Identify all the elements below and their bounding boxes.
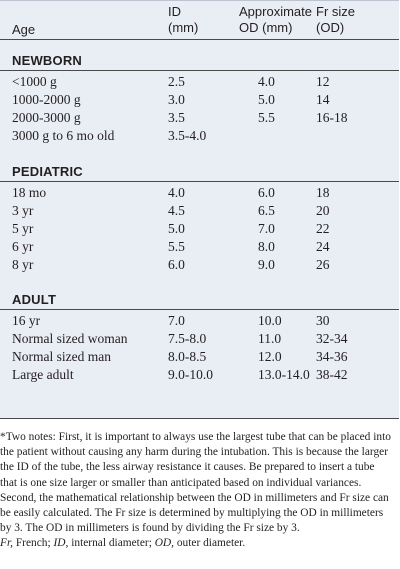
table-row: 16 yr 7.0 10.0 30 (0, 312, 399, 330)
cell-id: 3.5-4.0 (168, 128, 207, 143)
section-rule (0, 181, 399, 182)
cell-id: 3.0 (168, 92, 185, 107)
cell-id: 7.0 (168, 313, 185, 328)
cell-fr: 24 (316, 239, 330, 254)
abbr-fr: Fr, (0, 537, 13, 550)
cell-od: 12.0 (258, 349, 282, 364)
cell-fr: 12 (316, 74, 330, 89)
table-row: 8 yr 6.0 9.0 26 (0, 256, 399, 274)
table-row: 1000-2000 g 3.0 5.0 14 (0, 91, 399, 109)
table-row: 18 mo 4.0 6.0 18 (0, 184, 399, 202)
cell-od: 11.0 (258, 331, 282, 346)
cell-age: 16 yr (12, 313, 41, 328)
cell-od: 9.0 (258, 257, 275, 272)
table-row: 2000-3000 g 3.5 5.5 16-18 (0, 109, 399, 127)
cell-age: 3000 g to 6 mo old (12, 128, 115, 143)
header-age: Age (12, 22, 36, 37)
cell-fr: 14 (316, 92, 330, 107)
cell-id: 2.5 (168, 74, 185, 89)
header-od: Approximate OD (mm) (239, 4, 312, 35)
cell-id: 7.5-8.0 (168, 331, 207, 346)
cell-fr: 20 (316, 203, 330, 218)
table-row: Large adult 9.0-10.0 13.0-14.0 38-42 (0, 366, 399, 384)
cell-age: 2000-3000 g (12, 110, 81, 125)
table-row: Normal sized woman 7.5-8.0 11.0 32-34 (0, 330, 399, 348)
footnote-text: *Two notes: First, it is important to al… (0, 431, 391, 535)
cell-age: 1000-2000 g (12, 92, 81, 107)
cell-fr: 26 (316, 257, 330, 272)
table-row: 5 yr 5.0 7.0 22 (0, 220, 399, 238)
cell-age: <1000 g (12, 74, 57, 89)
cell-od: 5.0 (258, 92, 275, 107)
abbr-id-def: internal diameter; (68, 537, 155, 550)
cell-od: 13.0-14.0 (258, 367, 310, 382)
abbr-od: OD, (154, 537, 175, 550)
cell-od: 4.0 (258, 74, 275, 89)
cell-id: 5.5 (168, 239, 185, 254)
section-rule (0, 309, 399, 310)
cell-od: 6.5 (258, 203, 275, 218)
section-title-newborn: NEWBORN (12, 53, 83, 68)
abbreviations: Fr, French; ID, internal diameter; OD, o… (0, 536, 392, 551)
tube-size-table: Age ID (mm) Approximate OD (mm) Fr size (OD… (0, 0, 399, 419)
cell-id: 4.0 (168, 185, 185, 200)
section-rule (0, 70, 399, 71)
abbr-id: ID, (53, 537, 69, 550)
cell-od: 8.0 (258, 239, 275, 254)
cell-age: 5 yr (12, 221, 34, 236)
table-bottom-rule (0, 418, 399, 419)
cell-od: 10.0 (258, 313, 282, 328)
cell-od: 7.0 (258, 221, 275, 236)
cell-fr: 16-18 (316, 110, 348, 125)
cell-od: 6.0 (258, 185, 275, 200)
cell-fr: 22 (316, 221, 330, 236)
cell-fr: 18 (316, 185, 330, 200)
table-row: 3000 g to 6 mo old 3.5-4.0 (0, 127, 399, 145)
table-row: 6 yr 5.5 8.0 24 (0, 238, 399, 256)
cell-id: 4.5 (168, 203, 185, 218)
cell-age: Large adult (12, 367, 74, 382)
cell-age: 6 yr (12, 239, 34, 254)
table-header: Age ID (mm) Approximate OD (mm) Fr size (OD… (0, 1, 399, 40)
section-title-pediatric: PEDIATRIC (12, 164, 83, 179)
table-row: <1000 g 2.5 4.0 12 (0, 73, 399, 91)
cell-age: 3 yr (12, 203, 34, 218)
abbr-od-def: outer diameter. (174, 537, 246, 550)
cell-age: 18 mo (12, 185, 47, 200)
section-title-adult: ADULT (12, 292, 57, 307)
cell-od: 5.5 (258, 110, 275, 125)
table-row: 3 yr 4.5 6.5 20 (0, 202, 399, 220)
cell-age: 8 yr (12, 257, 34, 272)
cell-age: Normal sized woman (12, 331, 128, 346)
cell-fr: 38-42 (316, 367, 348, 382)
abbr-fr-def: French; (12, 537, 54, 550)
cell-id: 3.5 (168, 110, 185, 125)
cell-fr: 32-34 (316, 331, 348, 346)
cell-id: 5.0 (168, 221, 185, 236)
table-row: Normal sized man 8.0-8.5 12.0 34-36 (0, 348, 399, 366)
cell-id: 6.0 (168, 257, 185, 272)
table-footnote: *Two notes: First, it is important to al… (0, 430, 392, 552)
cell-id: 8.0-8.5 (168, 349, 207, 364)
cell-age: Normal sized man (12, 349, 111, 364)
cell-fr: 34-36 (316, 349, 348, 364)
header-id: ID (mm) (168, 4, 199, 35)
header-fr-size: Fr size (OD) (316, 4, 355, 35)
cell-fr: 30 (316, 313, 330, 328)
cell-id: 9.0-10.0 (168, 367, 213, 382)
